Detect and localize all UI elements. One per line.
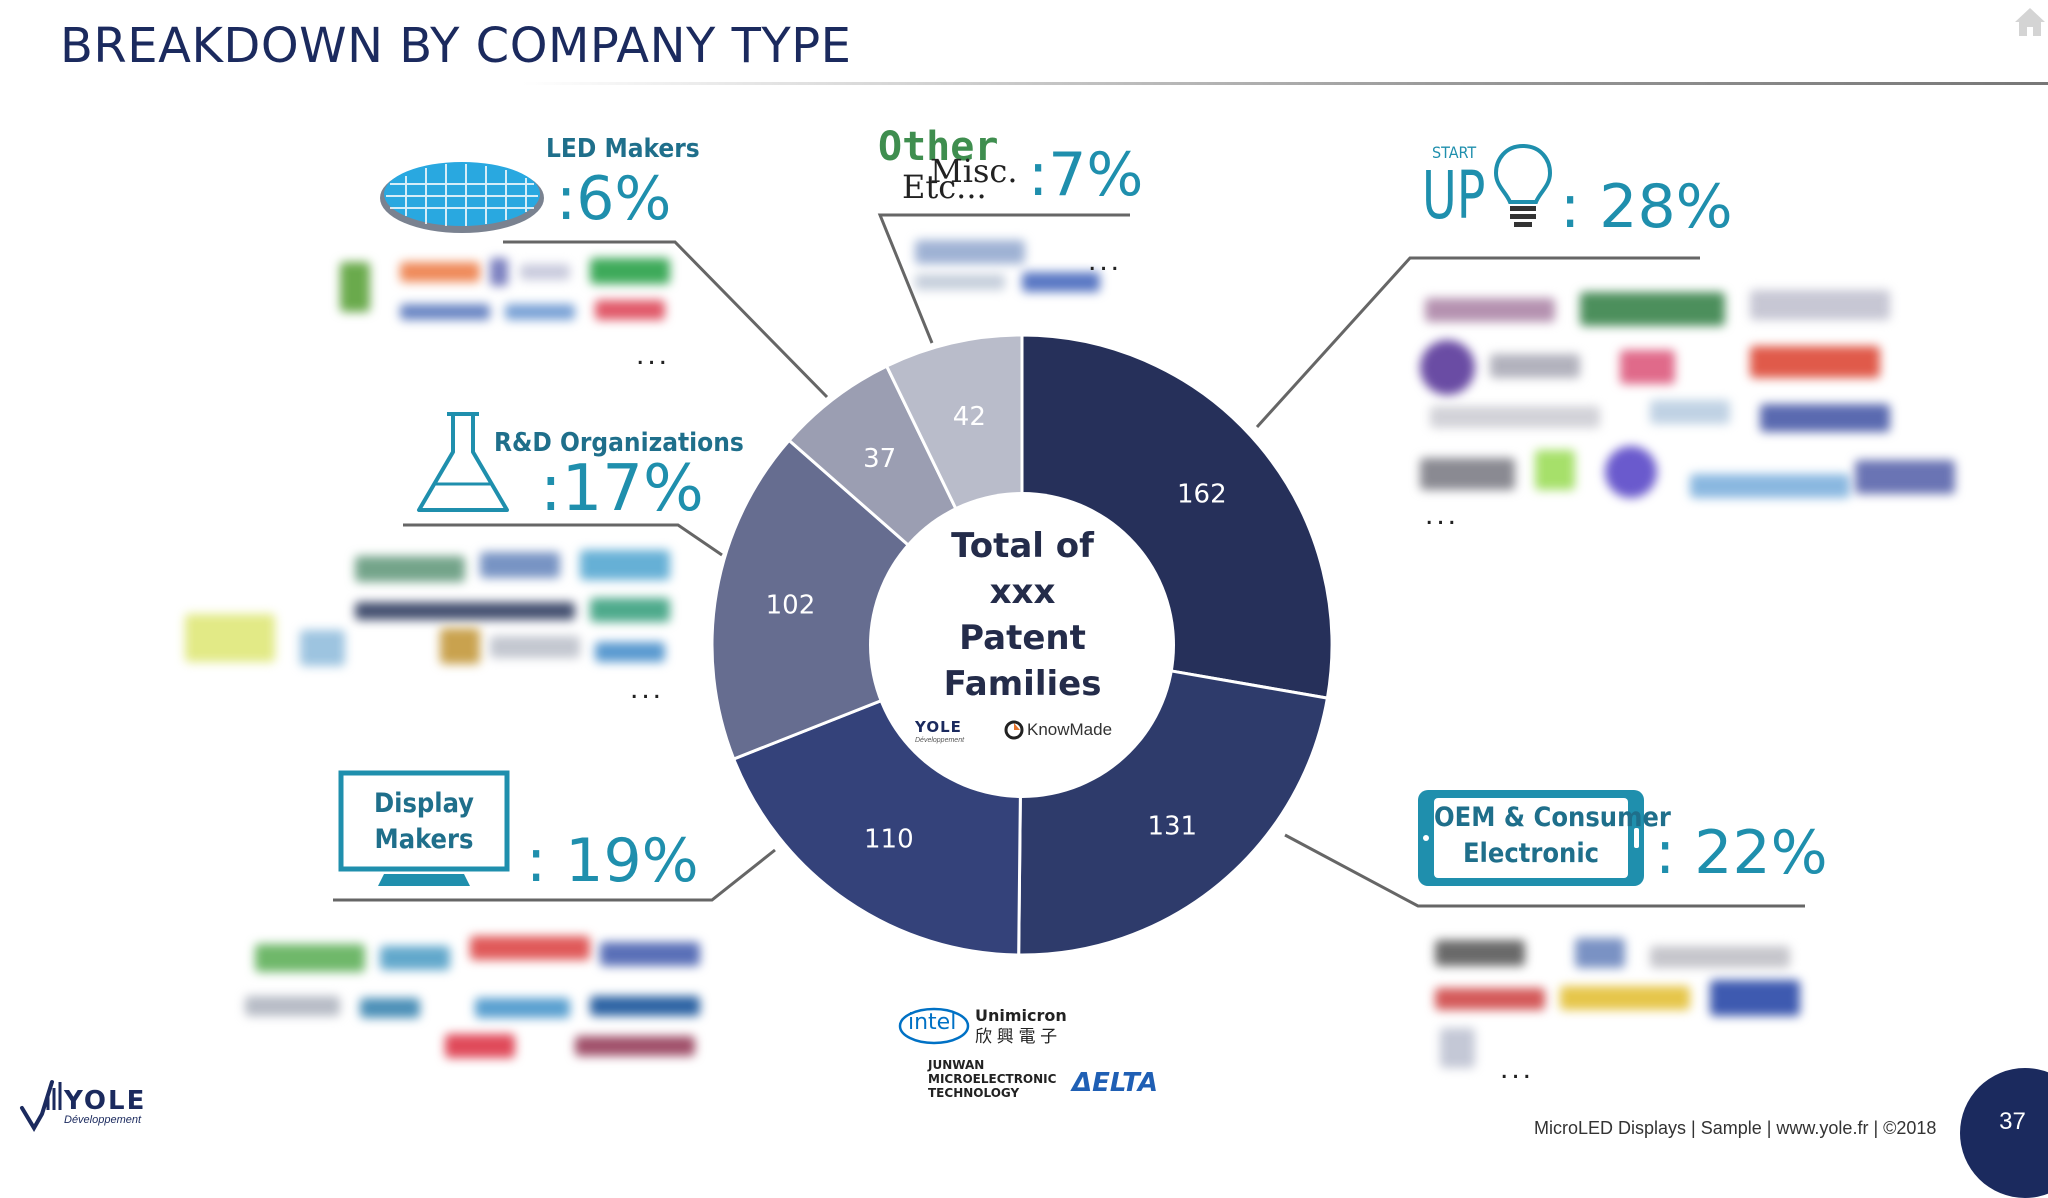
page-number: 37 <box>1999 1108 2026 1135</box>
led-label: LED Makers <box>546 134 700 164</box>
startup-label-top: START <box>1432 143 1477 162</box>
center-line-1: Total of <box>951 526 1094 566</box>
display-percentage: : 19% <box>526 826 699 896</box>
yole-logo-text: YOLE <box>64 1086 147 1116</box>
slice-value-label-0: 162 <box>1177 480 1227 510</box>
display-label: Display Makers <box>344 786 504 858</box>
donut-center <box>869 492 1175 798</box>
startup-more: ... <box>1425 498 1460 531</box>
display-label-line-2: Makers <box>374 824 474 855</box>
intel-swoosh-icon <box>898 1007 970 1045</box>
rnd-more: ... <box>630 672 665 705</box>
slice-value-label-3: 102 <box>766 591 816 621</box>
junwan-line-3: TECHNOLOGY <box>928 1086 1020 1100</box>
leader-line-display <box>333 848 776 902</box>
knowmade-icon <box>1004 720 1024 740</box>
oem-label: OEM & Consumer Electronic <box>1434 800 1671 872</box>
leader-line-startup <box>1255 256 1700 429</box>
center-yole-logo: YOLE Développement <box>915 718 964 744</box>
leader-line-rnd <box>403 523 723 557</box>
title-divider <box>522 82 2048 85</box>
other-label-a: Other <box>878 124 999 170</box>
knowmade-text: KnowMade <box>1027 720 1113 739</box>
unimicron-text: Unimicron <box>975 1006 1067 1025</box>
slice-value-label-4: 37 <box>863 444 896 474</box>
donut-chart: 162 131 110 102 37 42 <box>333 213 1805 957</box>
yole-logo: YOLE Développement <box>18 1074 144 1139</box>
monitor-icon <box>338 770 510 886</box>
other-label-c: Etc... <box>902 168 987 206</box>
other-label-b: Misc. <box>930 152 1018 190</box>
other-more: ... <box>1088 244 1123 277</box>
center-line-2: xxx <box>989 572 1056 612</box>
intel-logo: intel <box>898 1006 970 1051</box>
footer-text: MicroLED Displays | Sample | www.yole.fr… <box>1534 1118 1937 1138</box>
rnd-percentage: :17% <box>540 452 704 526</box>
center-yole-sub: Développement <box>915 737 965 744</box>
slice-value-label-2: 110 <box>864 825 914 855</box>
delta-logo: ΔELTA <box>1072 1068 1158 1098</box>
leader-lines <box>333 213 1805 908</box>
oem-more: ... <box>1500 1052 1535 1085</box>
knowmade-logo: KnowMade <box>1004 720 1112 740</box>
junwan-line-2: MICROELECTRONIC <box>928 1072 1057 1086</box>
unimicron-chinese: 欣 興 電 子 <box>975 1027 1058 1046</box>
smartphone-icon <box>1418 790 1644 886</box>
lightbulb-icon <box>1493 143 1553 227</box>
yole-mark-icon <box>20 1080 62 1132</box>
center-yole-text: YOLE <box>915 718 962 736</box>
junwan-line-1: JUNWAN <box>928 1058 985 1072</box>
led-more: ... <box>636 338 671 371</box>
wafer-icon <box>380 162 544 233</box>
center-label: Total of xxx Patent Families <box>900 523 1145 707</box>
center-line-3: Patent <box>959 618 1086 658</box>
startup-percentage: : 28% <box>1560 172 1733 242</box>
leader-line-other <box>877 213 1130 344</box>
yole-logo-sub: Développement <box>64 1114 142 1126</box>
flask-icon <box>417 412 509 512</box>
intel-text: intel <box>908 1010 957 1035</box>
donut-ring: 162 131 110 102 37 42 <box>710 333 1334 957</box>
junwan-logo: JUNWAN MICROELECTRONIC TECHNOLOGY <box>928 1058 1056 1100</box>
leader-line-led <box>503 240 829 399</box>
led-percentage: :6% <box>556 164 672 234</box>
center-line-4: Families <box>943 664 1102 704</box>
oem-percentage: : 22% <box>1655 818 1828 888</box>
page-title: BREAKDOWN BY COMPANY TYPE <box>60 18 852 74</box>
leader-line-oem <box>1284 833 1805 908</box>
slice-value-label-5: 42 <box>953 402 986 432</box>
home-icon[interactable] <box>2012 4 2048 40</box>
other-percentage: :7% <box>1028 140 1144 210</box>
startup-label-main: UP <box>1422 157 1486 234</box>
oem-label-line-2: Electronic <box>1462 838 1600 869</box>
rnd-label: R&D Organizations <box>494 428 744 458</box>
oem-label-line-1: OEM & Consumer <box>1434 802 1671 833</box>
slice-value-label-1: 131 <box>1147 812 1197 842</box>
display-label-line-1: Display <box>373 788 475 819</box>
